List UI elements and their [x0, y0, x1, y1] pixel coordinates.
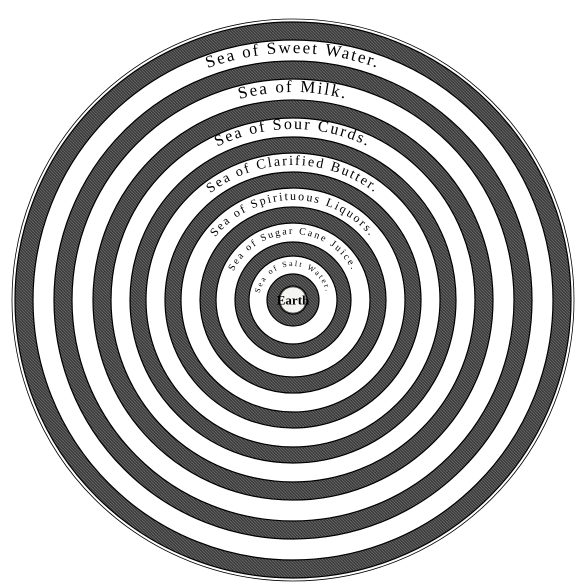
- concentric-seas-diagram: Sea of Sweet Water.Sea of Milk.Sea of So…: [0, 0, 587, 584]
- center-label-earth: Earth: [277, 293, 310, 308]
- ring-labels-group: Sea of Sweet Water.Sea of Milk.Sea of So…: [46, 38, 540, 300]
